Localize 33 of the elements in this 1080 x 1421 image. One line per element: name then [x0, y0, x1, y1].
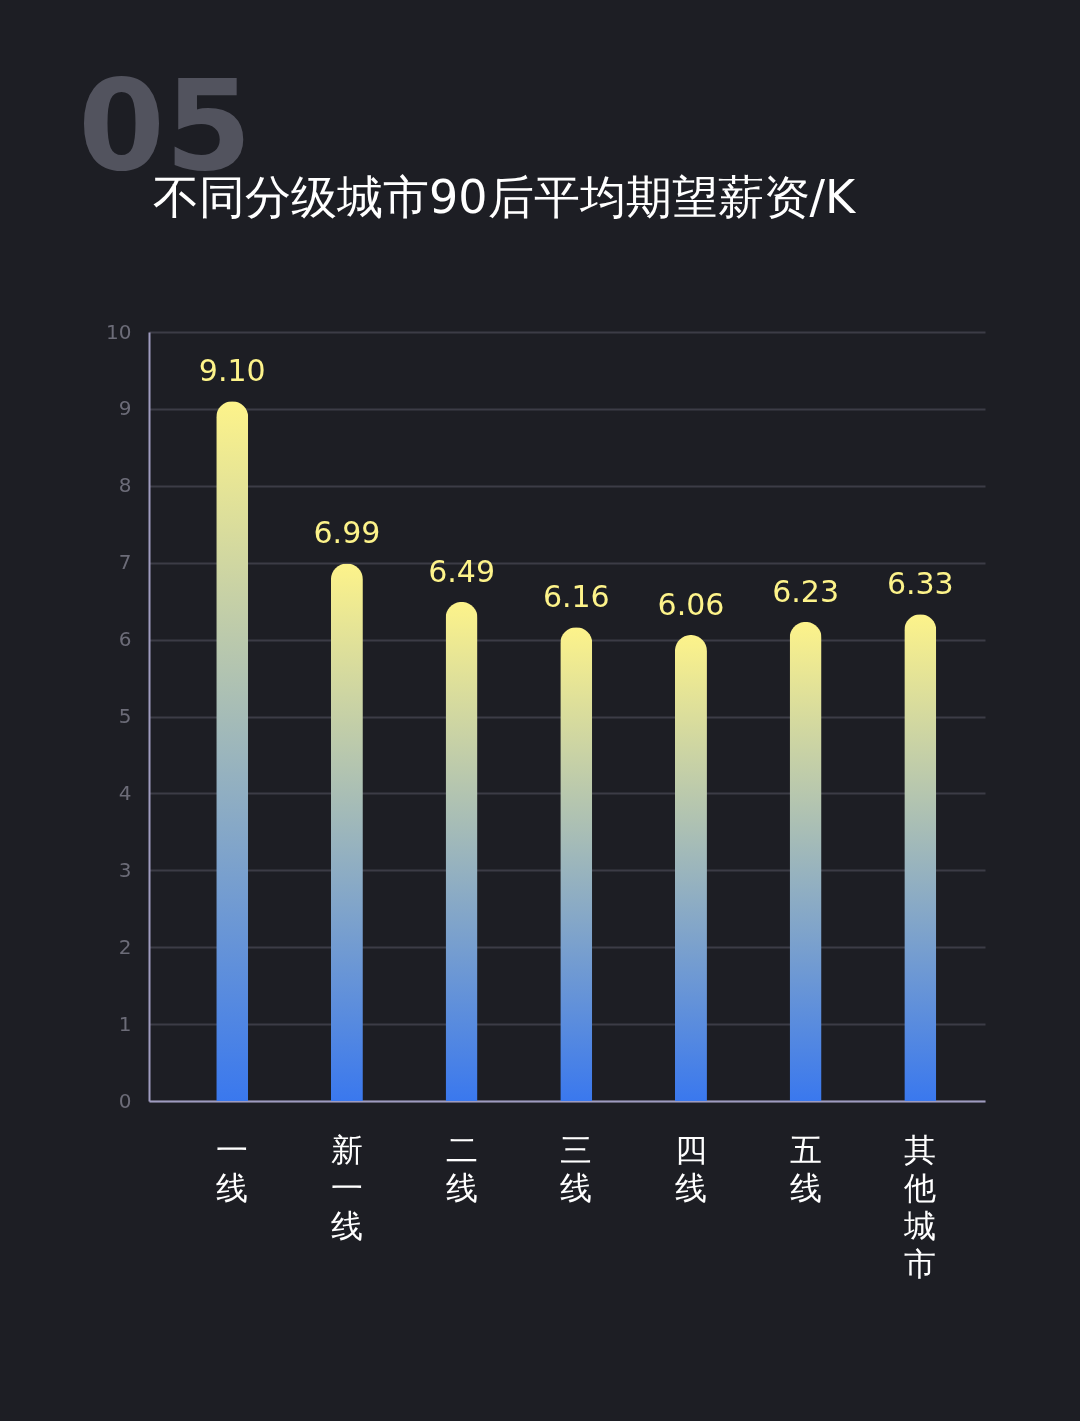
y-tick-label: 6 [118, 627, 132, 652]
bar [789, 621, 822, 1101]
bar [330, 563, 363, 1101]
y-tick-label: 4 [118, 780, 132, 805]
bar [560, 627, 593, 1101]
data-label: 9.10 [198, 353, 266, 389]
x-tick-label: 其他城市 [903, 1130, 937, 1283]
y-tick-label: 3 [118, 857, 132, 882]
x-tick-label: 五线 [789, 1130, 822, 1207]
bar [216, 401, 249, 1101]
data-label: 6.06 [657, 586, 725, 622]
y-tick-label: 0 [118, 1088, 132, 1113]
y-tick-label: 1 [118, 1011, 132, 1036]
chart-title: 不同分级城市90后平均期望薪资/K [153, 170, 858, 224]
data-label: 6.99 [313, 515, 381, 551]
y-tick-label: 2 [118, 934, 132, 959]
x-tick-label: 新一线 [330, 1130, 363, 1245]
bar [445, 601, 478, 1101]
x-tick-label: 四线 [674, 1130, 707, 1207]
bar [904, 614, 937, 1101]
x-tick-label: 三线 [560, 1130, 593, 1207]
data-label: 6.49 [428, 553, 495, 589]
data-label: 6.23 [772, 573, 840, 609]
data-label: 6.16 [542, 579, 610, 615]
y-tick-label: 8 [118, 473, 132, 498]
x-tick-label: 一线 [216, 1130, 249, 1207]
y-tick-label: 9 [118, 396, 132, 421]
x-tick-label: 二线 [445, 1130, 478, 1207]
bar [674, 634, 707, 1101]
y-tick-label: 5 [118, 704, 132, 728]
y-tick-label: 10 [106, 319, 132, 344]
y-tick-label: 7 [118, 550, 132, 575]
data-label: 6.33 [886, 566, 954, 602]
